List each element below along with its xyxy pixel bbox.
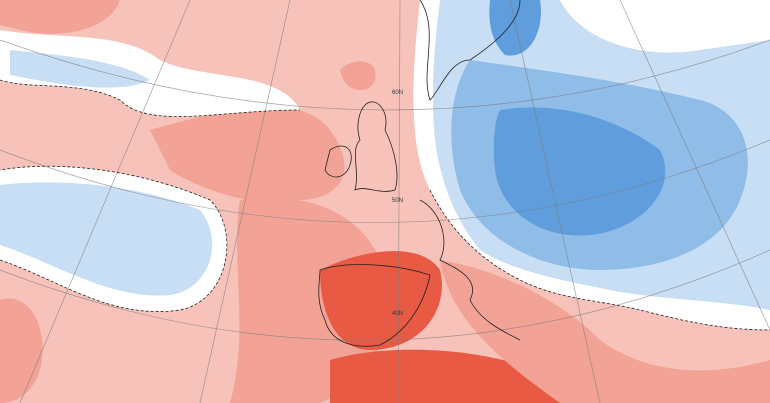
cold-anomalies bbox=[0, 0, 770, 330]
contours bbox=[0, 79, 770, 331]
lat-label: 40N bbox=[392, 311, 403, 317]
lat-label: 50N bbox=[392, 198, 403, 204]
coastlines bbox=[318, 0, 521, 347]
lat-label: 60N bbox=[392, 90, 403, 96]
latitude-labels: 60N 50N 40N bbox=[392, 90, 403, 317]
